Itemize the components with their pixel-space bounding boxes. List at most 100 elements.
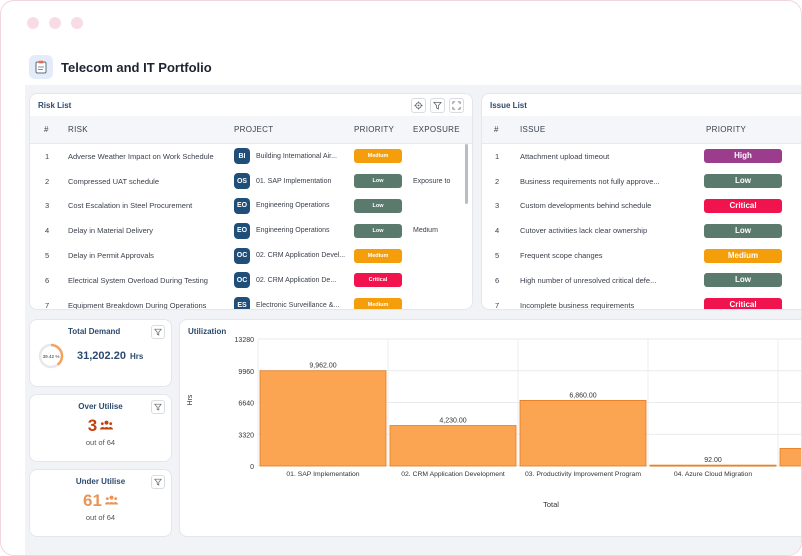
column-header-number[interactable]: #: [44, 125, 49, 134]
x-tick-label: 02. CRM Application Development: [401, 471, 505, 478]
project-name: Building International Air...: [256, 152, 337, 160]
priority-cell: Medium: [354, 149, 413, 164]
risk-name[interactable]: Adverse Weather Impact on Work Schedule: [68, 151, 214, 161]
priority-cell: Low: [694, 223, 794, 238]
window-dot-maximize[interactable]: [71, 17, 83, 29]
issue-name[interactable]: High number of unresolved critical defe.…: [520, 275, 657, 285]
table-row[interactable]: 2 Compressed UAT schedule OS 01. SAP Implem…: [30, 169, 472, 194]
table-row[interactable]: 2 Business requirements not fully approve…: [482, 169, 801, 194]
table-row[interactable]: 5 Frequent scope changes Medium: [482, 243, 801, 268]
table-row[interactable]: 5 Delay in Permit Approvals OC 02. CRM Appl…: [30, 243, 472, 268]
exposure-cell: Medium: [413, 227, 438, 235]
utilization-chart: 0 3320 6640 9960 13280 Hrs 9,962.00 01. SAP Imp…: [187, 337, 802, 509]
window-dot-close[interactable]: [27, 17, 39, 29]
bar[interactable]: [519, 399, 647, 467]
issue-name[interactable]: Incomplete business requirements: [520, 300, 635, 309]
y-tick-label: 0: [250, 464, 254, 471]
project-cell[interactable]: ES Electronic Surveillance &...: [234, 297, 354, 309]
filter-icon[interactable]: [151, 400, 165, 414]
clipboard-icon: [29, 55, 53, 79]
issue-name[interactable]: Frequent scope changes: [520, 251, 603, 261]
risk-list-tools: [411, 98, 464, 113]
priority-badge: Medium: [354, 298, 402, 309]
bar-value-label: 92.00: [704, 457, 722, 464]
column-header-risk[interactable]: RISK: [68, 125, 88, 134]
filter-icon[interactable]: [430, 98, 445, 113]
issue-grid: # ISSUE PRIORITY 1 Attachment upload time…: [482, 116, 801, 309]
risk-name[interactable]: Electrical System Overload During Testin…: [68, 275, 208, 285]
priority-cell: Critical: [694, 198, 794, 213]
risk-name[interactable]: Equipment Breakdown During Operations: [68, 300, 207, 309]
table-row[interactable]: 7 Incomplete business requirements Critica…: [482, 293, 801, 309]
risk-grid: # RISK PROJECT PRIORITY EXPOSURE 1 Advers…: [30, 116, 472, 309]
project-avatar: OS: [234, 173, 250, 190]
priority-cell: Low: [354, 174, 413, 189]
issue-name[interactable]: Business requirements not fully approve.…: [520, 176, 660, 186]
project-cell[interactable]: BI Building International Air...: [234, 148, 354, 165]
project-cell[interactable]: OC 02. CRM Application De...: [234, 272, 354, 289]
column-header-number[interactable]: #: [494, 125, 499, 134]
demand-percent: 39.42 %: [43, 354, 60, 359]
risk-name[interactable]: Cost Escalation in Steel Procurement: [68, 201, 193, 211]
project-name: 02. CRM Application Devel...: [256, 252, 346, 260]
priority-cell: Low: [354, 198, 413, 213]
project-cell[interactable]: OS 01. SAP Implementation: [234, 173, 354, 190]
row-number: 4: [45, 226, 50, 236]
settings-icon[interactable]: [411, 98, 426, 113]
window-controls: [27, 17, 83, 29]
expand-icon[interactable]: [449, 98, 464, 113]
table-row[interactable]: 4 Cutover activities lack clear ownership…: [482, 218, 801, 243]
priority-cell: Critical: [354, 273, 413, 288]
table-row[interactable]: 7 Equipment Breakdown During Operations ES…: [30, 293, 472, 309]
priority-cell: Critical: [694, 298, 794, 309]
risk-name[interactable]: Delay in Permit Approvals: [68, 251, 154, 261]
column-header-project[interactable]: PROJECT: [234, 125, 274, 134]
priority-badge: Low: [354, 223, 402, 238]
column-header-priority[interactable]: PRIORITY: [354, 125, 395, 134]
column-header-issue[interactable]: ISSUE: [520, 125, 546, 134]
x-tick-label: 03. Productivity Improvement Program: [525, 471, 641, 478]
total-demand-title: Total Demand: [68, 327, 121, 336]
bar-partial[interactable]: [779, 448, 802, 467]
table-row[interactable]: 3 Custom developments behind schedule Crit…: [482, 194, 801, 219]
risk-list-scrollbar[interactable]: [465, 144, 468, 204]
table-row[interactable]: 1 Adverse Weather Impact on Work Schedule…: [30, 144, 472, 169]
table-row[interactable]: 6 High number of unresolved critical defe…: [482, 268, 801, 293]
row-number: 4: [495, 226, 500, 236]
priority-cell: Medium: [354, 248, 413, 263]
total-demand-card: Total Demand 39.42 % 31,202.20 Hrs: [29, 319, 172, 387]
issue-name[interactable]: Attachment upload timeout: [520, 151, 610, 161]
row-number: 5: [45, 251, 50, 261]
row-number: 3: [45, 201, 50, 211]
table-row[interactable]: 3 Cost Escalation in Steel Procurement EO E…: [30, 194, 472, 219]
row-number: 6: [45, 275, 50, 285]
bar[interactable]: [259, 370, 387, 467]
table-row[interactable]: 6 Electrical System Overload During Testi…: [30, 268, 472, 293]
under-utilise-value: 61: [83, 491, 102, 510]
y-axis-label: Hrs: [187, 394, 194, 405]
bar[interactable]: [389, 425, 517, 467]
column-header-priority[interactable]: PRIORITY: [706, 125, 747, 134]
table-row[interactable]: 4 Delay in Material Delivery EO Engineering…: [30, 218, 472, 243]
risk-name[interactable]: Compressed UAT schedule: [68, 176, 160, 186]
window-dot-minimize[interactable]: [49, 17, 61, 29]
project-cell[interactable]: OC 02. CRM Application Devel...: [234, 247, 354, 264]
total-demand-value-group: 31,202.20 Hrs: [77, 350, 143, 362]
bar[interactable]: [649, 464, 777, 467]
project-cell[interactable]: EO Engineering Operations: [234, 197, 354, 214]
filter-icon[interactable]: [151, 325, 165, 339]
project-name: 02. CRM Application De...: [256, 276, 337, 284]
table-row[interactable]: 1 Attachment upload timeout High: [482, 144, 801, 169]
project-avatar: OC: [234, 272, 250, 289]
row-number: 7: [495, 300, 500, 309]
issue-name[interactable]: Custom developments behind schedule: [520, 201, 652, 211]
y-tick-label: 13280: [235, 337, 255, 344]
issue-list-title: Issue List: [490, 101, 527, 110]
filter-icon[interactable]: [151, 475, 165, 489]
risk-name[interactable]: Delay in Material Delivery: [68, 226, 154, 236]
project-cell[interactable]: EO Engineering Operations: [234, 222, 354, 239]
issue-name[interactable]: Cutover activities lack clear ownership: [520, 226, 648, 236]
column-header-exposure[interactable]: EXPOSURE: [413, 125, 460, 134]
priority-cell: Medium: [694, 248, 794, 263]
y-tick-label: 3320: [238, 432, 254, 439]
